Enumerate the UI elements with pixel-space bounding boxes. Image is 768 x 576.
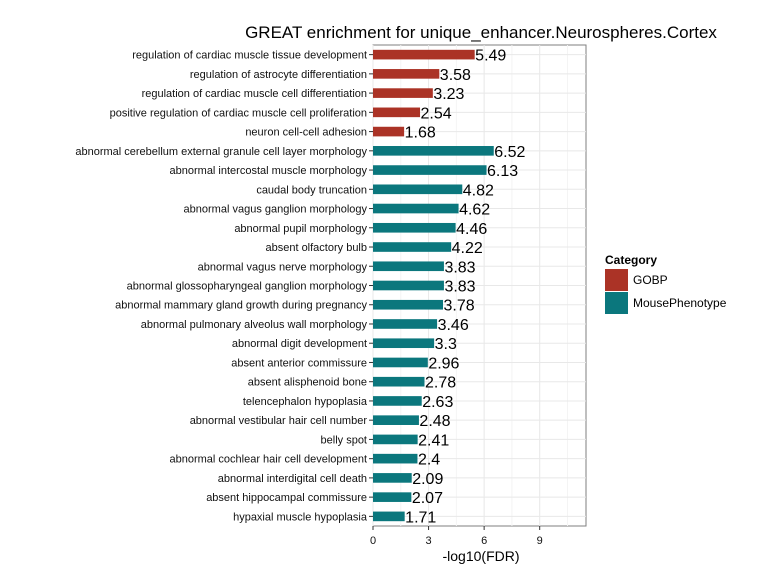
bar-mousephenotype — [373, 280, 444, 291]
bar-gobp — [373, 126, 405, 137]
category-label: abnormal pulmonary alveolus wall morphol… — [141, 319, 368, 331]
bar-value-label: 2.09 — [412, 471, 443, 488]
category-label: abnormal vagus ganglion morphology — [184, 204, 368, 216]
bar-mousephenotype — [373, 165, 487, 175]
bar-mousephenotype — [373, 473, 412, 483]
bar-value-label: 3.23 — [433, 86, 464, 103]
category-label: abnormal intercostal muscle morphology — [170, 165, 368, 177]
category-label: abnormal vagus nerve morphology — [198, 261, 368, 273]
bar-gobp — [373, 69, 440, 79]
bar-mousephenotype — [373, 222, 456, 233]
bar-value-label: 2.63 — [422, 394, 453, 411]
bar-value-label: 3.46 — [438, 317, 469, 334]
bar-value-label: 1.68 — [405, 125, 436, 142]
bar-value-label: 4.62 — [459, 202, 490, 219]
bar-value-label: 2.96 — [428, 355, 459, 372]
bar-value-label: 3.78 — [444, 298, 475, 315]
value-labels: 5.493.58 3.23 2.54 1.68 6.52 6.13 4.82 4.62 4.46… — [405, 48, 526, 527]
bar-mousephenotype — [373, 357, 428, 368]
category-label: regulation of cardiac muscle tissue deve… — [132, 50, 367, 62]
category-label: abnormal pupil morphology — [234, 223, 367, 235]
legend-entries: GOBP MousePhenotype — [605, 269, 727, 314]
category-label: absent anterior commissure — [231, 357, 367, 369]
bar-value-label: 5.49 — [475, 48, 506, 65]
category-label: telencephalon hypoplasia — [243, 396, 368, 408]
bar-value-label: 2.4 — [418, 452, 440, 469]
x-axis-title: -log10(FDR) — [442, 548, 519, 564]
legend-swatch — [605, 269, 628, 291]
bar-mousephenotype — [373, 299, 444, 310]
legend-label: MousePhenotype — [633, 296, 727, 310]
x-tick-label: 9 — [537, 535, 543, 547]
category-label: positive regulation of cardiac muscle ce… — [110, 107, 367, 119]
bar-value-label: 4.22 — [452, 240, 483, 257]
bar-value-label: 6.52 — [494, 144, 525, 161]
category-label: abnormal glossopharyngeal ganglion morph… — [127, 281, 368, 293]
bar-mousephenotype — [373, 511, 405, 522]
bar-value-label: 4.82 — [463, 182, 494, 199]
category-label: abnormal interdigital cell death — [218, 473, 367, 485]
bar-mousephenotype — [373, 184, 463, 195]
bar-mousephenotype — [373, 146, 494, 156]
bar-value-label: 2.54 — [421, 105, 452, 122]
legend-swatch — [605, 292, 628, 314]
y-axis-labels: regulation of cardiac muscle tissue deve… — [75, 50, 373, 523]
bar-mousephenotype — [373, 434, 418, 445]
category-label: caudal body truncation — [256, 184, 367, 196]
bar-gobp — [373, 49, 475, 60]
category-label: absent olfactory bulb — [265, 242, 367, 254]
category-label: abnormal cochlear hair cell development — [170, 454, 368, 466]
bar-value-label: 3.83 — [444, 279, 475, 296]
bar-gobp — [373, 88, 433, 98]
bar-mousephenotype — [373, 492, 412, 502]
category-label: abnormal mammary gland growth during pre… — [115, 300, 367, 312]
legend-label: GOBP — [633, 273, 668, 287]
category-label: abnormal digit development — [232, 338, 367, 350]
category-label: belly spot — [321, 434, 367, 446]
category-label: absent hippocampal commissure — [206, 492, 367, 504]
chart-title: GREAT enrichment for unique_enhancer.Neu… — [245, 23, 717, 42]
x-tick-label: 3 — [426, 535, 432, 547]
bar-mousephenotype — [373, 376, 425, 387]
bar-value-label: 2.78 — [425, 375, 456, 392]
bar-value-label: 4.46 — [456, 221, 487, 238]
bar-value-label: 3.83 — [444, 259, 475, 276]
bar-value-label: 2.07 — [412, 490, 443, 507]
bar-value-label: 3.3 — [435, 336, 457, 353]
legend-title: Category — [605, 253, 657, 267]
category-label: regulation of astrocyte differentiation — [190, 69, 367, 81]
bar-mousephenotype — [373, 261, 444, 272]
bar-mousephenotype — [373, 415, 419, 425]
category-label: abnormal cerebellum external granule cel… — [75, 146, 367, 158]
bar-mousephenotype — [373, 203, 459, 214]
bar-mousephenotype — [373, 338, 435, 349]
x-axis: 0 3 6 9 — [370, 526, 543, 547]
category-label: neuron cell-cell adhesion — [245, 127, 367, 139]
x-tick-label: 6 — [481, 535, 487, 547]
bar-mousephenotype — [373, 453, 418, 464]
bar-value-label: 2.41 — [418, 432, 449, 449]
x-tick-label: 0 — [370, 535, 376, 547]
category-label: regulation of cardiac muscle cell differ… — [142, 88, 367, 100]
bar-value-label: 1.71 — [405, 509, 436, 526]
category-label: abnormal vestibular hair cell number — [190, 415, 368, 427]
bar-mousephenotype — [373, 396, 422, 406]
legend: Category GOBP MousePhenotype — [605, 253, 727, 314]
bar-mousephenotype — [373, 242, 452, 252]
bar-value-label: 3.58 — [440, 67, 471, 84]
bars — [373, 49, 494, 522]
category-label: absent alisphenoid bone — [248, 377, 367, 389]
bar-gobp — [373, 107, 421, 118]
bar-mousephenotype — [373, 319, 438, 329]
bar-value-label: 2.48 — [419, 413, 450, 430]
category-label: hypaxial muscle hypoplasia — [233, 511, 368, 523]
bar-value-label: 6.13 — [487, 163, 518, 180]
